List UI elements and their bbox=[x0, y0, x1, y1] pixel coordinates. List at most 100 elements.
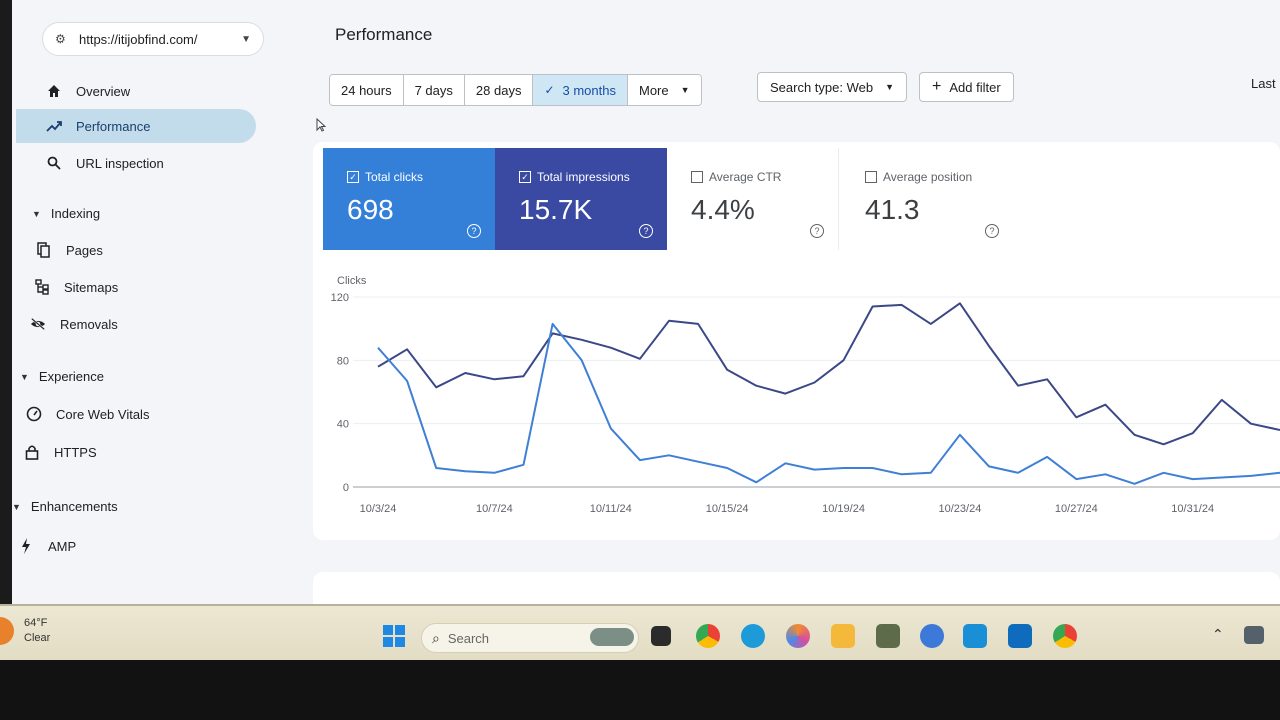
y-axis-title: Clicks bbox=[337, 275, 367, 287]
pages-icon bbox=[36, 242, 52, 258]
sidebar-item-performance[interactable]: Performance bbox=[16, 109, 256, 143]
section-enhancements[interactable]: ▼ Enhancements bbox=[12, 499, 118, 514]
weather-temp: 64°F bbox=[24, 617, 48, 629]
x-tick-label: 10/23/24 bbox=[939, 503, 982, 515]
collapse-triangle-icon: ▼ bbox=[12, 501, 21, 512]
range-label: 7 days bbox=[414, 82, 453, 98]
dropdown-arrow-icon: ▼ bbox=[885, 82, 895, 92]
page-title: Performance bbox=[335, 25, 433, 44]
sidebar-item-core-web-vitals[interactable]: Core Web Vitals bbox=[26, 406, 149, 422]
metric-average-ctr[interactable]: Average CTR 4.4% ? bbox=[667, 148, 839, 250]
help-icon[interactable]: ? bbox=[639, 224, 653, 238]
app-icon[interactable] bbox=[876, 624, 900, 648]
browser-viewport: ⚙ https://itijobfind.com/ ▼ Overview Per… bbox=[0, 0, 1280, 604]
windows-start-icon[interactable] bbox=[382, 624, 406, 648]
lightning-icon bbox=[18, 538, 34, 554]
checkbox-unchecked-icon[interactable] bbox=[691, 171, 703, 183]
sidebar-item-sitemaps[interactable]: Sitemaps bbox=[34, 279, 118, 295]
checkbox-checked-icon[interactable]: ✓ bbox=[519, 171, 531, 183]
sidebar-item-https[interactable]: HTTPS bbox=[24, 444, 97, 460]
add-filter-button[interactable]: + Add filter bbox=[919, 72, 1014, 102]
sidebar-item-label: Performance bbox=[76, 118, 151, 134]
metric-total-impressions[interactable]: ✓ Total impressions 15.7K ? bbox=[495, 148, 667, 250]
range-3-months[interactable]: ✓ 3 months bbox=[533, 75, 628, 105]
plus-icon: + bbox=[932, 78, 942, 95]
performance-chart: Clicks 0 40 80 120 10/3/24 10/7/24 10/11/24 10/1… bbox=[331, 275, 1280, 515]
sidebar-item-pages[interactable]: Pages bbox=[36, 242, 103, 258]
section-label: Indexing bbox=[50, 206, 101, 221]
chevron-up-icon[interactable]: ⌃ bbox=[1212, 626, 1224, 642]
section-indexing[interactable]: ▼ Indexing bbox=[32, 206, 100, 221]
dropdown-arrow-icon: ▼ bbox=[680, 85, 690, 95]
photos-icon[interactable] bbox=[920, 624, 944, 648]
help-icon[interactable]: ? bbox=[467, 224, 481, 238]
date-range-selector: 24 hours 7 days 28 days ✓ 3 months More … bbox=[329, 74, 702, 106]
queries-card bbox=[313, 572, 1280, 604]
collapse-triangle-icon: ▼ bbox=[20, 371, 29, 382]
sidebar-item-label: AMP bbox=[48, 538, 77, 554]
sidebar-item-amp[interactable]: AMP bbox=[18, 538, 76, 554]
property-gear-icon: ⚙ bbox=[55, 32, 66, 46]
sidebar-item-overview[interactable]: Overview bbox=[16, 74, 256, 108]
file-explorer-icon[interactable] bbox=[831, 624, 855, 648]
sidebar-item-label: URL inspection bbox=[76, 155, 164, 171]
edge-icon[interactable] bbox=[741, 624, 765, 648]
help-icon[interactable]: ? bbox=[985, 224, 999, 238]
lock-icon bbox=[24, 444, 40, 460]
checkbox-unchecked-icon[interactable] bbox=[865, 171, 877, 183]
metric-average-position[interactable]: Average position 41.3 ? bbox=[841, 148, 1013, 250]
trending-up-icon bbox=[46, 118, 62, 134]
last-updated-label: Last bbox=[1251, 76, 1276, 91]
y-tick-label: 40 bbox=[337, 419, 349, 431]
collapse-triangle-icon: ▼ bbox=[32, 208, 41, 219]
range-label: More bbox=[639, 82, 669, 98]
task-view-icon[interactable] bbox=[651, 626, 671, 646]
sidebar-item-label: Pages bbox=[66, 242, 103, 258]
range-28-days[interactable]: 28 days bbox=[464, 75, 534, 105]
x-tick-label: 10/3/24 bbox=[360, 503, 397, 515]
sidebar: ⚙ https://itijobfind.com/ ▼ Overview Per… bbox=[12, 0, 302, 604]
chrome-icon[interactable] bbox=[696, 624, 720, 648]
chrome-profile-icon[interactable] bbox=[1053, 624, 1077, 648]
checkbox-checked-icon[interactable]: ✓ bbox=[347, 171, 359, 183]
sidebar-item-label: Core Web Vitals bbox=[56, 406, 150, 422]
y-tick-label: 0 bbox=[343, 482, 349, 494]
onedrive-icon[interactable] bbox=[1244, 626, 1264, 644]
x-tick-label: 10/11/24 bbox=[590, 503, 632, 515]
help-icon[interactable]: ? bbox=[810, 224, 824, 238]
section-experience[interactable]: ▼ Experience bbox=[20, 369, 104, 384]
range-24-hours[interactable]: 24 hours bbox=[330, 75, 404, 105]
search-type-label: Search type: Web bbox=[770, 79, 874, 95]
search-icon bbox=[46, 155, 62, 171]
sidebar-item-label: Removals bbox=[60, 316, 118, 332]
copilot-icon[interactable] bbox=[786, 624, 810, 648]
property-selector[interactable]: ⚙ https://itijobfind.com/ ▼ bbox=[42, 22, 264, 56]
sidebar-item-removals[interactable]: Removals bbox=[30, 316, 118, 332]
search-type-dropdown[interactable]: Search type: Web ▼ bbox=[757, 72, 908, 102]
weather-widget[interactable]: 64°F Clear bbox=[0, 616, 50, 646]
y-tick-label: 120 bbox=[331, 292, 349, 304]
weather-sun-icon bbox=[0, 617, 14, 645]
property-url: https://itijobfind.com/ bbox=[79, 31, 198, 47]
eye-off-icon bbox=[30, 316, 46, 332]
sidebar-item-url-inspection[interactable]: URL inspection bbox=[16, 146, 256, 180]
x-tick-label: 10/31/24 bbox=[1171, 503, 1214, 515]
search-placeholder: Search bbox=[447, 630, 490, 646]
metric-value: 41.3 bbox=[865, 194, 920, 225]
range-more[interactable]: More ▼ bbox=[628, 75, 701, 105]
search-highlight-icon[interactable] bbox=[590, 628, 634, 646]
outlook-icon[interactable] bbox=[1008, 624, 1032, 648]
x-tick-label: 10/7/24 bbox=[476, 503, 513, 515]
remote-desktop-icon[interactable] bbox=[963, 624, 987, 648]
metric-total-clicks[interactable]: ✓ Total clicks 698 ? bbox=[323, 148, 495, 250]
series-line bbox=[377, 302, 1280, 446]
screen-bezel bbox=[0, 0, 12, 604]
weather-condition: Clear bbox=[24, 632, 51, 644]
range-label: 3 months bbox=[562, 82, 616, 98]
search-icon: ⌕ bbox=[432, 629, 440, 646]
speed-gauge-icon bbox=[26, 406, 42, 422]
home-icon bbox=[46, 83, 62, 99]
chevron-down-icon: ▼ bbox=[241, 33, 251, 45]
range-7-days[interactable]: 7 days bbox=[403, 75, 465, 105]
metric-label: Average CTR bbox=[709, 170, 782, 184]
